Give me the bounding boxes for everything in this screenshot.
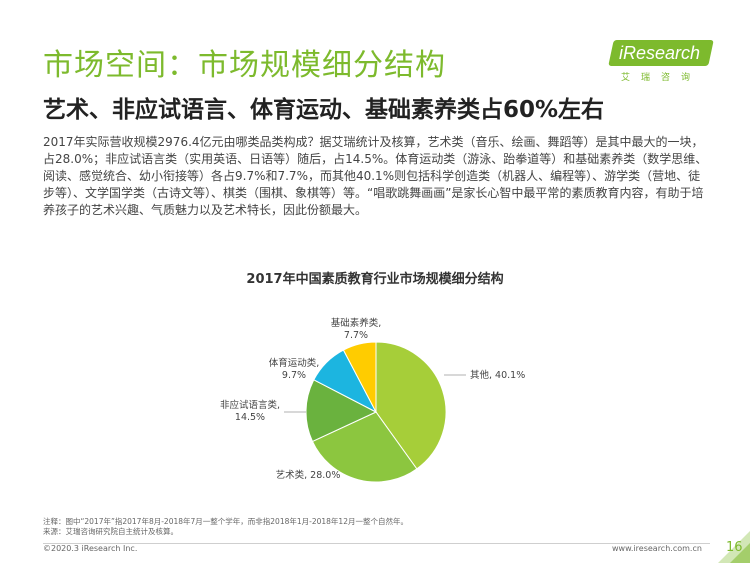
website-link[interactable]: www.iresearch.com.cn: [612, 544, 702, 553]
body-paragraph: 2017年实际营收规模2976.4亿元由哪类品类构成？据艾瑞统计及核算，艺术类（…: [43, 135, 708, 217]
slice-label: 7.7%: [344, 330, 368, 341]
pie-slice: [375, 341, 447, 470]
slice-label: 非应试语言类,: [220, 399, 280, 411]
slice-label: 基础素养类,: [331, 317, 382, 329]
footer-divider: [43, 543, 710, 544]
slice-label: 体育运动类,: [269, 357, 320, 369]
note-line: 注释：图中“2017年”指2017年8月-2018年7月一整个学年，而非指201…: [43, 517, 408, 526]
iresearch-logo: iResearch 艾瑞咨询: [608, 40, 714, 84]
slice-label: 艺术类, 28.0%: [276, 469, 341, 481]
logo-brand-text: iResearch: [619, 43, 701, 63]
pie-slice: [342, 341, 377, 413]
source-line: 来源：艾瑞咨询研究院自主统计及核算。: [43, 527, 178, 536]
chart-title: 2017年中国素质教育行业市场规模细分结构: [246, 272, 504, 287]
slice-label: 9.7%: [282, 370, 306, 381]
pie-slice: [305, 379, 378, 443]
page-title: 市场空间：市场规模细分结构: [43, 48, 446, 83]
slice-label: 14.5%: [235, 412, 265, 423]
page-subtitle: 艺术、非应试语言、体育运动、基础素养类占60%左右: [43, 97, 605, 123]
page-number: 16: [726, 540, 743, 555]
corner-decoration: [718, 531, 750, 563]
chart-notes: 注释：图中“2017年”指2017年8月-2018年7月一整个学年，而非指201…: [43, 517, 408, 537]
copyright-text: ©2020.3 iResearch Inc.: [43, 544, 138, 553]
logo-chinese-text: 艾瑞咨询: [621, 73, 702, 83]
slice-label: 其他, 40.1%: [470, 369, 525, 381]
